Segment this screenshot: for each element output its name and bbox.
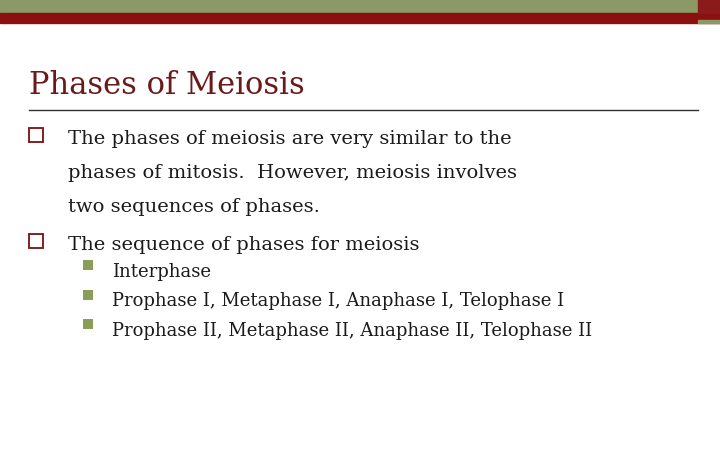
Text: phases of mitosis.  However, meiosis involves: phases of mitosis. However, meiosis invo…: [68, 164, 518, 182]
Bar: [83, 319, 93, 329]
Bar: [0, 13, 720, 23]
Text: Prophase II, Metaphase II, Anaphase II, Telophase II: Prophase II, Metaphase II, Anaphase II, …: [112, 322, 592, 340]
Text: Prophase I, Metaphase I, Anaphase I, Telophase I: Prophase I, Metaphase I, Anaphase I, Tel…: [112, 292, 564, 310]
Text: Phases of Meiosis: Phases of Meiosis: [29, 70, 305, 101]
Text: The phases of meiosis are very similar to the: The phases of meiosis are very similar t…: [68, 130, 512, 148]
Text: The sequence of phases for meiosis: The sequence of phases for meiosis: [68, 236, 420, 254]
Bar: [83, 260, 93, 270]
Bar: [698, 0, 720, 13]
Text: Interphase: Interphase: [112, 263, 210, 281]
Bar: [83, 289, 93, 300]
Bar: [0, 0, 720, 13]
Bar: [29, 234, 42, 248]
Bar: [29, 128, 42, 142]
Text: two sequences of phases.: two sequences of phases.: [68, 198, 320, 216]
Bar: [698, 20, 720, 23]
